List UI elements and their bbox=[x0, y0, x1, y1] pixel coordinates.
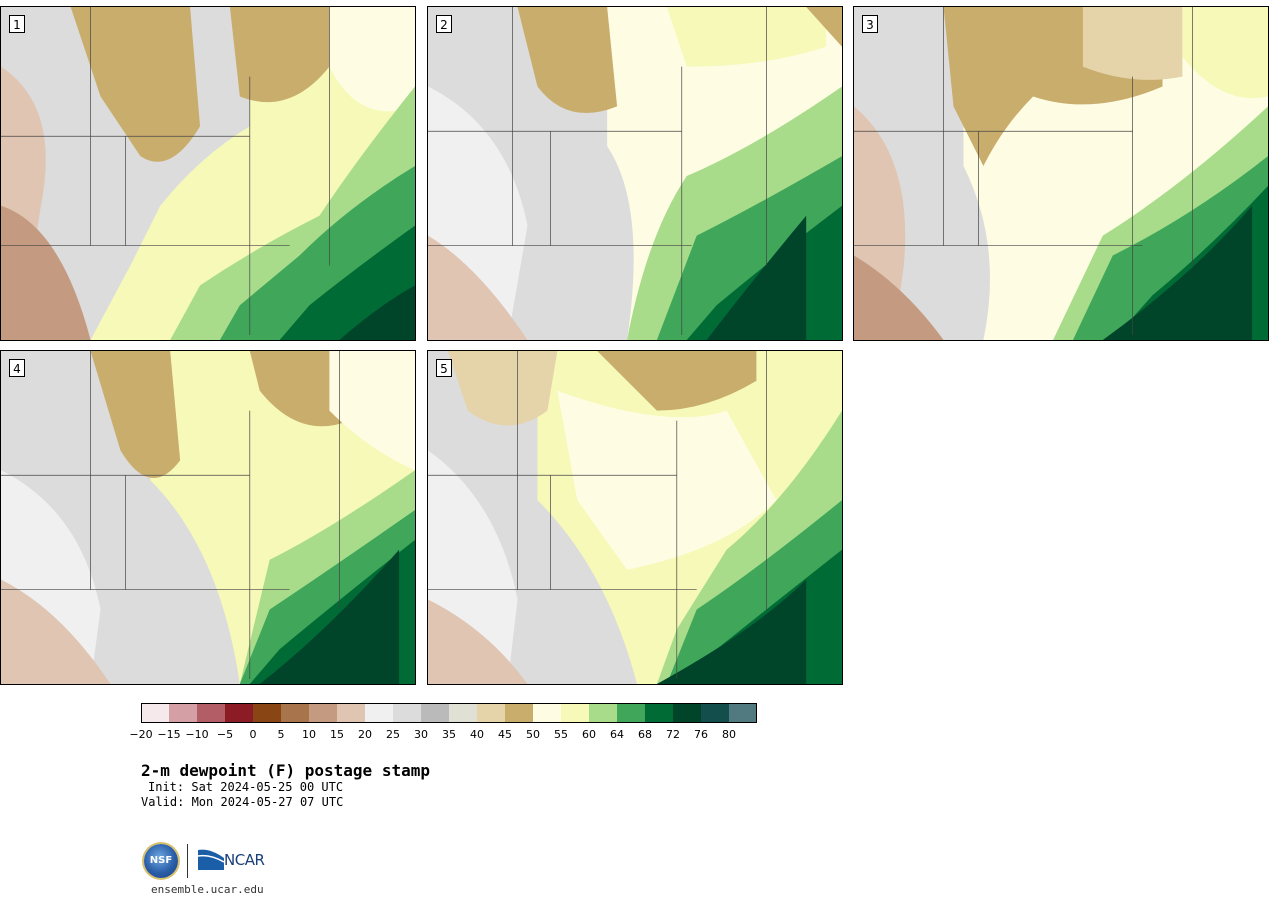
colorbar-swatch bbox=[673, 703, 701, 723]
colorbar-ticks: −20 −15 −10 −5 0 5 10 15 20 25 30 35 40 45 50 55 60 64 68 7… bbox=[129, 728, 761, 742]
logos: NSF NCAR bbox=[144, 842, 284, 882]
logo-divider bbox=[187, 844, 188, 878]
dewpoint-map bbox=[428, 351, 842, 684]
ncar-logo-text: NCAR bbox=[224, 851, 265, 869]
colorbar-tick-label: 50 bbox=[526, 728, 540, 741]
colorbar-swatch bbox=[617, 703, 645, 723]
panel-label: 1 bbox=[9, 15, 25, 33]
nsf-logo: NSF bbox=[144, 844, 178, 878]
colorbar-tick-label: 68 bbox=[638, 728, 652, 741]
colorbar-swatch bbox=[421, 703, 449, 723]
colorbar-tick-label: −10 bbox=[185, 728, 209, 741]
colorbar-tick-label: 5 bbox=[277, 728, 285, 741]
colorbar-tick-label: 76 bbox=[694, 728, 708, 741]
colorbar-swatch bbox=[169, 703, 197, 723]
colorbar-swatch bbox=[197, 703, 225, 723]
map-panel-2: 2 bbox=[427, 6, 843, 341]
colorbar-tick-label: 45 bbox=[498, 728, 512, 741]
colorbar-tick-label: 20 bbox=[358, 728, 372, 741]
colorbar-tick-label: 80 bbox=[722, 728, 736, 741]
colorbar-tick-label: 60 bbox=[582, 728, 596, 741]
colorbar-swatch bbox=[281, 703, 309, 723]
map-panel-4: 4 bbox=[0, 350, 416, 685]
colorbar-tick-label: 15 bbox=[330, 728, 344, 741]
colorbar-swatch bbox=[533, 703, 561, 723]
colorbar-swatch bbox=[449, 703, 477, 723]
colorbar-tick-label: 55 bbox=[554, 728, 568, 741]
colorbar-swatch bbox=[225, 703, 253, 723]
map-panel-3: 3 bbox=[853, 6, 1269, 341]
colorbar-tick-label: 0 bbox=[249, 728, 257, 741]
colorbar-tick-label: 30 bbox=[414, 728, 428, 741]
colorbar-tick-label: 35 bbox=[442, 728, 456, 741]
colorbar-tick-label: −20 bbox=[129, 728, 153, 741]
init-time: Init: Sat 2024-05-25 00 UTC bbox=[148, 780, 344, 794]
colorbar-swatch bbox=[729, 703, 757, 723]
figure-title: 2-m dewpoint (F) postage stamp bbox=[141, 761, 430, 780]
colorbar-swatch bbox=[589, 703, 617, 723]
colorbar-tick-label: 72 bbox=[666, 728, 680, 741]
colorbar-tick-label: 64 bbox=[610, 728, 624, 741]
colorbar-border bbox=[141, 703, 757, 723]
dewpoint-map bbox=[854, 7, 1268, 340]
site-url: ensemble.ucar.edu bbox=[151, 883, 264, 896]
panel-label: 2 bbox=[436, 15, 452, 33]
map-panel-5: 5 bbox=[427, 350, 843, 685]
ncar-logo-icon bbox=[198, 849, 224, 870]
colorbar-swatch bbox=[253, 703, 281, 723]
colorbar-swatch bbox=[477, 703, 505, 723]
colorbar-tick-label: −15 bbox=[157, 728, 181, 741]
colorbar-tick-label: 10 bbox=[302, 728, 316, 741]
colorbar-swatch bbox=[365, 703, 393, 723]
colorbar-swatch bbox=[309, 703, 337, 723]
colorbar-tick-label: 25 bbox=[386, 728, 400, 741]
map-panel-1: 1 bbox=[0, 6, 416, 341]
panel-label: 4 bbox=[9, 359, 25, 377]
panel-label: 5 bbox=[436, 359, 452, 377]
colorbar-swatch bbox=[561, 703, 589, 723]
dewpoint-map bbox=[428, 7, 842, 340]
colorbar-tick-label: 40 bbox=[470, 728, 484, 741]
valid-time: Valid: Mon 2024-05-27 07 UTC bbox=[141, 795, 344, 809]
colorbar-swatch bbox=[393, 703, 421, 723]
colorbar-tick-label: −5 bbox=[216, 728, 234, 741]
colorbar-swatch bbox=[701, 703, 729, 723]
colorbar bbox=[141, 703, 757, 723]
colorbar-swatch bbox=[141, 703, 169, 723]
colorbar-swatch bbox=[645, 703, 673, 723]
panel-label: 3 bbox=[862, 15, 878, 33]
colorbar-swatch bbox=[505, 703, 533, 723]
dewpoint-map bbox=[1, 7, 415, 340]
dewpoint-map bbox=[1, 351, 415, 684]
colorbar-swatch bbox=[337, 703, 365, 723]
